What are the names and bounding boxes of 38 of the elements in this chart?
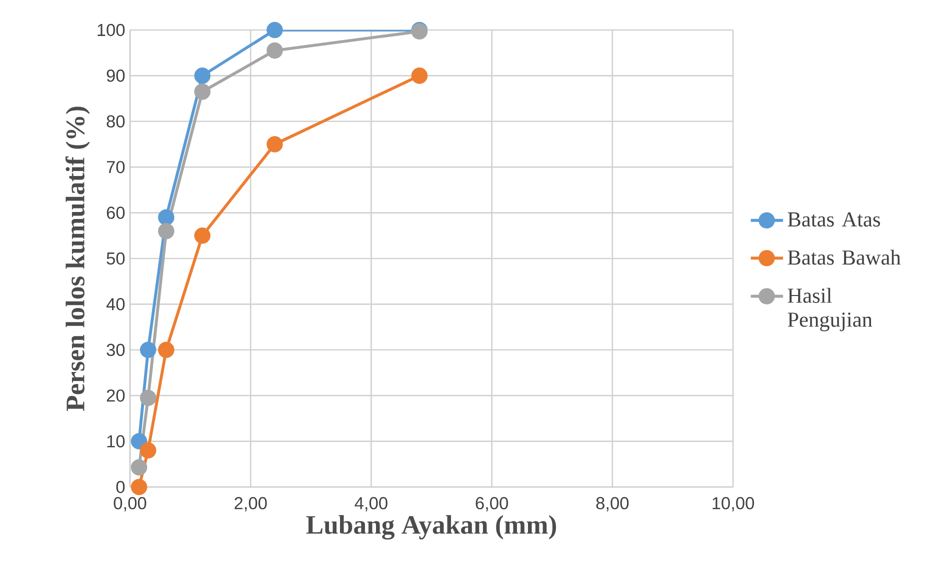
point — [158, 342, 174, 358]
x-tick-label: 2,00 — [234, 497, 267, 512]
point — [194, 84, 211, 100]
legend-label: Batas Bawah — [788, 250, 901, 265]
point — [194, 68, 211, 84]
point — [140, 442, 156, 459]
point — [158, 209, 174, 226]
legend-label: Hasil Pengujian — [788, 288, 872, 332]
point — [266, 42, 283, 59]
x-tick-label: 6,00 — [476, 497, 508, 512]
point — [266, 22, 283, 38]
y-tick-label: 60 — [106, 206, 125, 219]
y-tick-label: 10 — [107, 435, 125, 448]
y-tick-label: 90 — [106, 70, 125, 82]
legend-label: Batas Atas — [788, 212, 880, 227]
y-tick-label: 80 — [106, 115, 125, 128]
y-tick-label: 30 — [106, 344, 125, 356]
x-tick-label: 10,00 — [712, 497, 754, 512]
y-axis-title: Persen lolos kumulatif (%) — [65, 106, 90, 411]
y-tick-label: 40 — [106, 298, 125, 310]
y-tick-label: 70 — [106, 160, 125, 174]
x-tick-label: 8,00 — [596, 497, 629, 512]
point — [130, 433, 148, 450]
y-tick-label: 0 — [116, 480, 125, 494]
point — [140, 342, 156, 358]
point — [130, 478, 148, 496]
y-tick-label: 50 — [106, 252, 125, 265]
y-tick-label: 100 — [98, 24, 125, 36]
point — [266, 136, 283, 152]
point — [411, 68, 428, 84]
x-tick-label: 4,00 — [354, 497, 388, 512]
point — [194, 228, 211, 244]
y-tick-label: 20 — [106, 389, 125, 402]
x-axis-title: Lubang Ayakan (mm) — [306, 515, 556, 540]
point — [140, 390, 156, 406]
x-tick-label: 0,00 — [114, 497, 146, 512]
point — [158, 222, 174, 240]
point — [130, 459, 148, 476]
